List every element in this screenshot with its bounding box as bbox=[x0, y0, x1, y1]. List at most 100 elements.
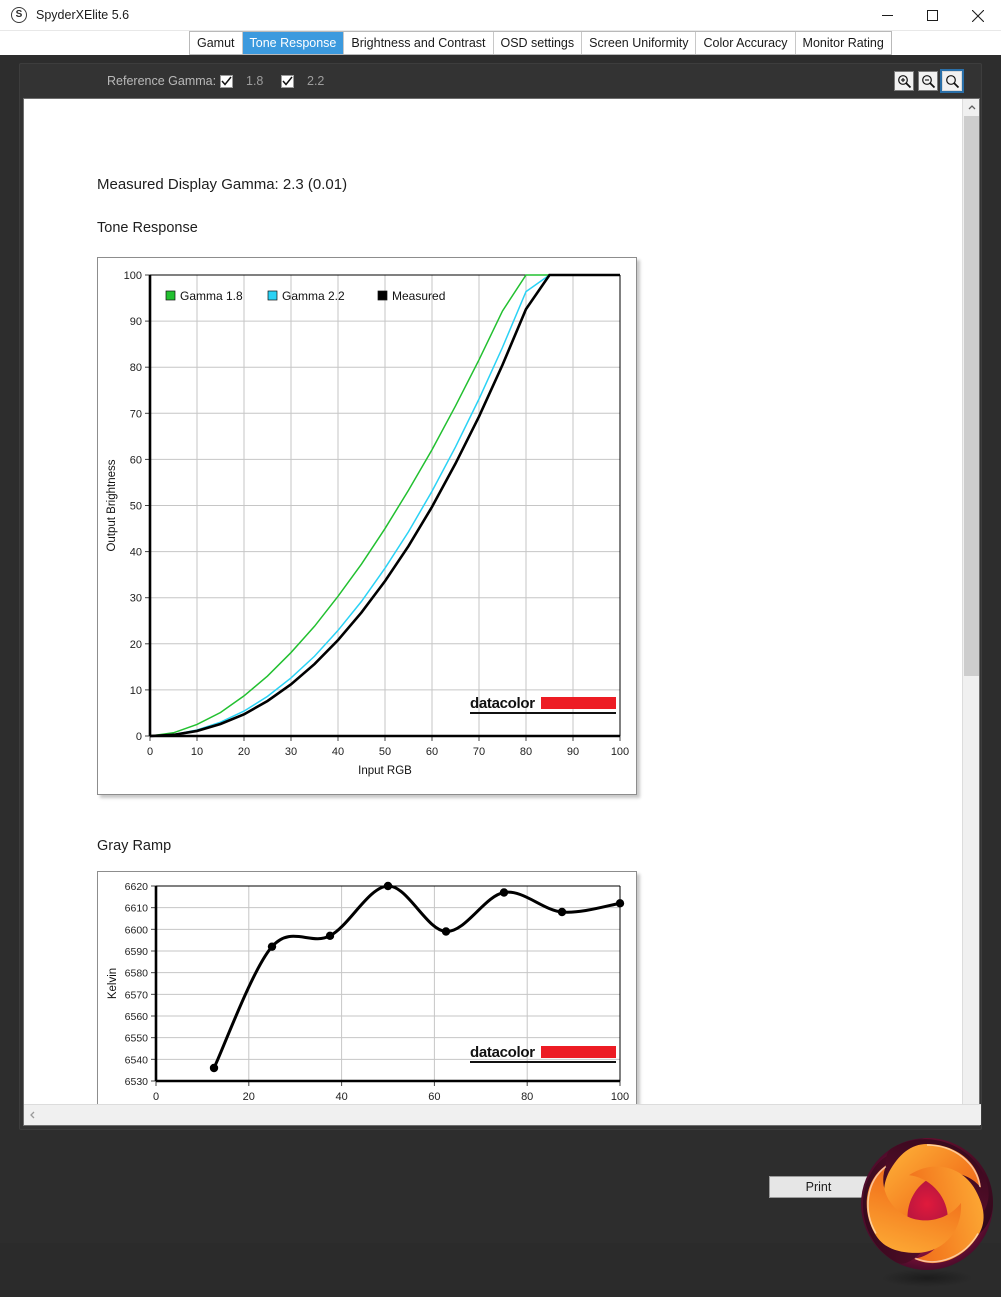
svg-text:6610: 6610 bbox=[125, 903, 149, 915]
svg-text:0: 0 bbox=[136, 731, 142, 743]
tab-color-accuracy[interactable]: Color Accuracy bbox=[696, 32, 796, 54]
kitguru-logo bbox=[857, 1132, 997, 1292]
svg-text:50: 50 bbox=[130, 501, 142, 513]
svg-text:80: 80 bbox=[520, 746, 532, 758]
svg-text:60: 60 bbox=[428, 1091, 440, 1103]
svg-text:40: 40 bbox=[335, 1091, 347, 1103]
gamma-1-8-checkbox[interactable] bbox=[220, 74, 233, 88]
print-button[interactable]: Print bbox=[769, 1176, 868, 1198]
svg-text:datacolor: datacolor bbox=[470, 1044, 535, 1061]
maximize-button[interactable] bbox=[910, 0, 955, 31]
svg-text:Input RGB: Input RGB bbox=[358, 765, 412, 777]
svg-text:80: 80 bbox=[130, 362, 142, 374]
svg-text:60: 60 bbox=[426, 746, 438, 758]
report-document: Measured Display Gamma: 2.3 (0.01) Tone … bbox=[24, 99, 962, 1104]
svg-text:40: 40 bbox=[332, 746, 344, 758]
svg-text:100: 100 bbox=[611, 1091, 629, 1103]
gamma-1-8-label: 1.8 bbox=[246, 74, 264, 88]
document-horizontal-scrollbar[interactable] bbox=[24, 1104, 981, 1125]
svg-text:6530: 6530 bbox=[125, 1076, 149, 1088]
gamma-2-2-checkbox[interactable] bbox=[281, 74, 294, 88]
data-point bbox=[325, 931, 335, 941]
minimize-button[interactable] bbox=[865, 0, 910, 31]
svg-text:Output Brightness: Output Brightness bbox=[106, 459, 118, 551]
app-icon: S bbox=[11, 7, 27, 23]
svg-text:6550: 6550 bbox=[125, 1033, 149, 1045]
svg-text:10: 10 bbox=[191, 746, 203, 758]
svg-text:20: 20 bbox=[130, 639, 142, 651]
svg-text:6620: 6620 bbox=[125, 881, 149, 893]
datacolor-watermark: datacolor bbox=[470, 1044, 616, 1063]
tab-screen-uniformity[interactable]: Screen Uniformity bbox=[582, 32, 697, 54]
zoom-reset-button[interactable] bbox=[940, 69, 964, 93]
svg-text:70: 70 bbox=[473, 746, 485, 758]
svg-text:30: 30 bbox=[285, 746, 297, 758]
tab-strip: Gamut Tone Response Brightness and Contr… bbox=[189, 31, 892, 55]
tone-response-chart: 0 10 20 30 40 50 60 70 80 90 100 0 10 20 30 40 50 60 70 80 9… bbox=[106, 270, 629, 777]
app-body: Reference Gamma: 1.8 2.2 bbox=[0, 55, 1001, 1287]
zoom-in-button[interactable] bbox=[894, 71, 914, 91]
svg-text:0: 0 bbox=[147, 746, 153, 758]
svg-text:100: 100 bbox=[124, 270, 142, 282]
zoom-out-button[interactable] bbox=[918, 71, 938, 91]
tab-brightness-and-contrast[interactable]: Brightness and Contrast bbox=[344, 32, 494, 54]
data-point bbox=[499, 888, 509, 897]
datacolor-watermark: datacolor bbox=[470, 695, 616, 714]
svg-text:Kelvin: Kelvin bbox=[107, 968, 119, 999]
window-controls bbox=[865, 0, 1001, 31]
svg-text:70: 70 bbox=[130, 408, 142, 420]
vertical-scroll-thumb[interactable] bbox=[964, 116, 979, 676]
zoom-button-group bbox=[894, 69, 964, 93]
reference-gamma-label: Reference Gamma: bbox=[107, 74, 217, 88]
svg-text:6560: 6560 bbox=[125, 1011, 149, 1023]
scroll-up-icon[interactable] bbox=[963, 99, 980, 116]
svg-text:90: 90 bbox=[567, 746, 579, 758]
data-point bbox=[209, 1063, 219, 1073]
svg-text:30: 30 bbox=[130, 593, 142, 605]
gray-ramp-chart-card: 6530 6540 6550 6560 6570 6580 6590 6600 6610 6620… bbox=[97, 871, 637, 1104]
tone-response-chart-card: 0 10 20 30 40 50 60 70 80 90 100 0 10 20 30 40 50 60 70 80 9… bbox=[97, 257, 637, 795]
svg-text:90: 90 bbox=[130, 316, 142, 328]
series-line bbox=[149, 274, 620, 737]
chart-legend: Gamma 1.8 Gamma 2.2 Measured bbox=[165, 289, 445, 303]
tab-osd-settings[interactable]: OSD settings bbox=[493, 32, 583, 54]
svg-text:6590: 6590 bbox=[125, 946, 149, 958]
tab-strip-container: Gamut Tone Response Brightness and Contr… bbox=[0, 31, 1001, 55]
data-point bbox=[557, 907, 567, 917]
tab-tone-response[interactable]: Tone Response bbox=[242, 32, 345, 54]
series-line bbox=[149, 274, 620, 737]
measured-gamma-text: Measured Display Gamma: 2.3 (0.01) bbox=[97, 176, 348, 193]
tab-monitor-rating[interactable]: Monitor Rating bbox=[795, 32, 891, 54]
svg-text:100: 100 bbox=[611, 746, 629, 758]
tone-response-heading: Tone Response bbox=[97, 220, 198, 236]
report-toolbar: Reference Gamma: 1.8 2.2 bbox=[20, 64, 981, 98]
svg-text:50: 50 bbox=[379, 746, 391, 758]
svg-text:0: 0 bbox=[153, 1091, 159, 1103]
svg-text:Measured: Measured bbox=[392, 289, 445, 303]
svg-text:6540: 6540 bbox=[125, 1054, 149, 1066]
gray-ramp-heading: Gray Ramp bbox=[97, 838, 172, 854]
svg-text:Gamma 1.8: Gamma 1.8 bbox=[180, 289, 243, 303]
data-point bbox=[441, 927, 451, 936]
gamma-2-2-label: 2.2 bbox=[307, 74, 325, 88]
svg-text:6600: 6600 bbox=[125, 924, 149, 936]
scroll-left-icon[interactable] bbox=[24, 1111, 42, 1119]
tab-gamut[interactable]: Gamut bbox=[190, 32, 243, 54]
series-line bbox=[149, 273, 620, 738]
svg-text:20: 20 bbox=[238, 746, 250, 758]
svg-text:datacolor: datacolor bbox=[470, 695, 535, 712]
svg-text:60: 60 bbox=[130, 454, 142, 466]
svg-text:40: 40 bbox=[130, 547, 142, 559]
title-bar: S SpyderXElite 5.6 bbox=[0, 0, 1001, 31]
svg-text:Gamma 2.2: Gamma 2.2 bbox=[282, 289, 345, 303]
data-point bbox=[615, 899, 625, 908]
svg-text:6570: 6570 bbox=[125, 989, 149, 1001]
close-button[interactable] bbox=[955, 0, 1001, 31]
report-document-container: Measured Display Gamma: 2.3 (0.01) Tone … bbox=[23, 98, 981, 1126]
gray-ramp-chart: 6530 6540 6550 6560 6570 6580 6590 6600 6610 6620… bbox=[107, 881, 629, 1103]
data-point bbox=[267, 942, 277, 951]
document-vertical-scrollbar[interactable] bbox=[962, 99, 979, 1104]
svg-text:6580: 6580 bbox=[125, 968, 149, 980]
svg-text:10: 10 bbox=[130, 685, 142, 697]
svg-text:80: 80 bbox=[521, 1091, 533, 1103]
